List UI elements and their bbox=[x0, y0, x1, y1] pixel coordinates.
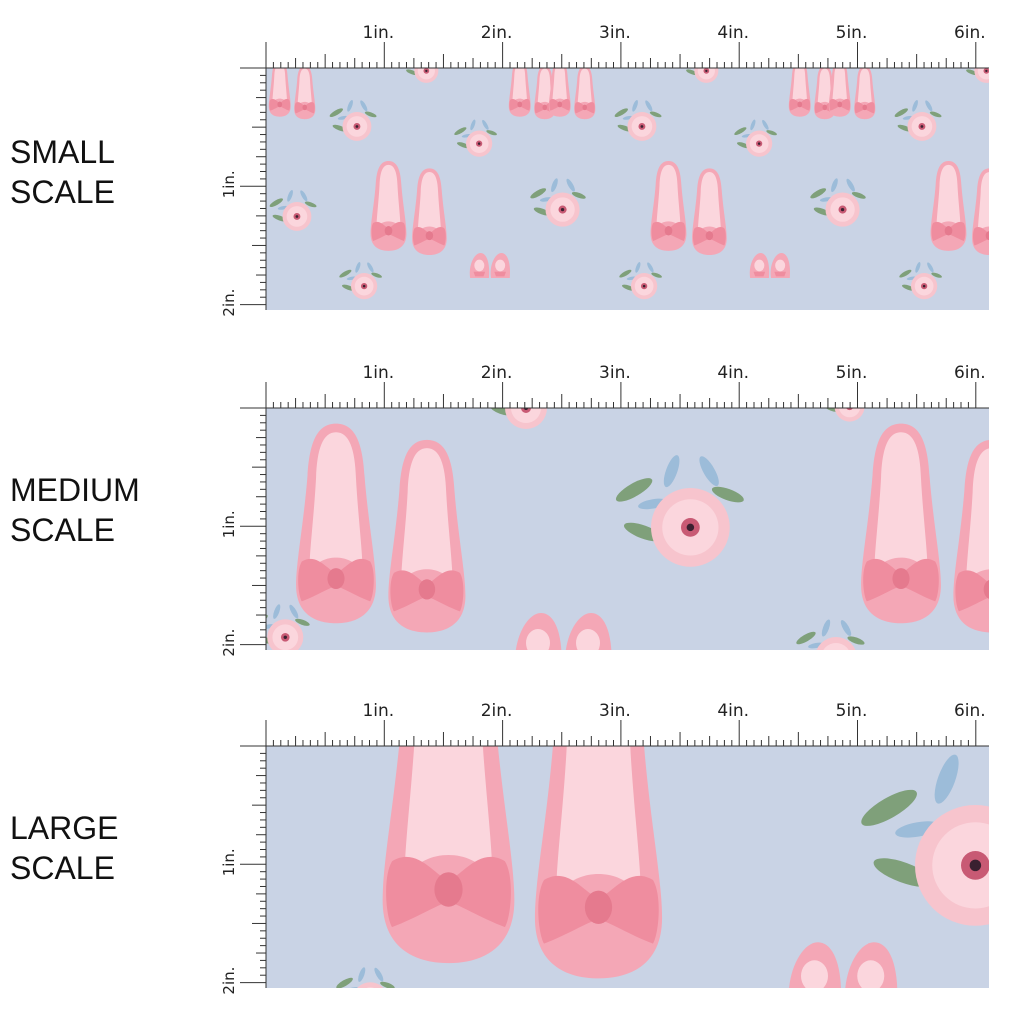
ruler-inch-label: 1in. bbox=[220, 170, 238, 198]
large-scale-fabric-swatch bbox=[266, 746, 989, 988]
ruler-inch-label: 1in. bbox=[220, 848, 238, 876]
ruler-inch-label: 3in. bbox=[599, 363, 631, 383]
fabric-pattern-image bbox=[266, 68, 989, 310]
medium-scale-label: MEDIUM SCALE bbox=[10, 470, 140, 550]
ruler-inch-label: 3in. bbox=[599, 701, 631, 721]
ruler-inch-label: 4in. bbox=[717, 363, 749, 383]
ruler-inch-label: 4in. bbox=[717, 701, 749, 721]
label-line-1: LARGE bbox=[10, 810, 119, 846]
ruler-inch-label: 3in. bbox=[599, 23, 631, 43]
ruler-inch-label: 2in. bbox=[220, 629, 238, 657]
ruler-inch-label: 1in. bbox=[362, 23, 394, 43]
fabric-pattern-image bbox=[266, 408, 989, 650]
ruler-inch-label: 2in. bbox=[220, 289, 238, 317]
ruler-inch-label: 2in. bbox=[220, 967, 238, 995]
large-scale-label: LARGE SCALE bbox=[10, 808, 118, 888]
ruler-inch-label: 6in. bbox=[954, 23, 986, 43]
ruler-inch-label: 2in. bbox=[481, 701, 513, 721]
ruler-inch-label: 1in. bbox=[220, 510, 238, 538]
label-line-2: SCALE bbox=[10, 512, 115, 548]
label-line-1: SMALL bbox=[10, 134, 115, 170]
ruler-inch-label: 5in. bbox=[836, 23, 868, 43]
ruler-inch-label: 2in. bbox=[481, 23, 513, 43]
medium-scale-fabric-swatch bbox=[266, 408, 989, 650]
label-line-2: SCALE bbox=[10, 850, 115, 886]
ruler-inch-label: 6in. bbox=[954, 363, 986, 383]
ruler-inch-label: 6in. bbox=[954, 701, 986, 721]
ruler-inch-label: 1in. bbox=[362, 363, 394, 383]
small-scale-label: SMALL SCALE bbox=[10, 132, 115, 212]
ruler-inch-label: 2in. bbox=[481, 363, 513, 383]
ruler-inch-label: 5in. bbox=[836, 701, 868, 721]
ruler-inch-label: 1in. bbox=[362, 701, 394, 721]
small-scale-fabric-swatch bbox=[266, 68, 989, 310]
fabric-pattern-image bbox=[266, 746, 989, 988]
label-line-1: MEDIUM bbox=[10, 472, 140, 508]
ruler-inch-label: 4in. bbox=[717, 23, 749, 43]
label-line-2: SCALE bbox=[10, 174, 115, 210]
ruler-inch-label: 5in. bbox=[836, 363, 868, 383]
